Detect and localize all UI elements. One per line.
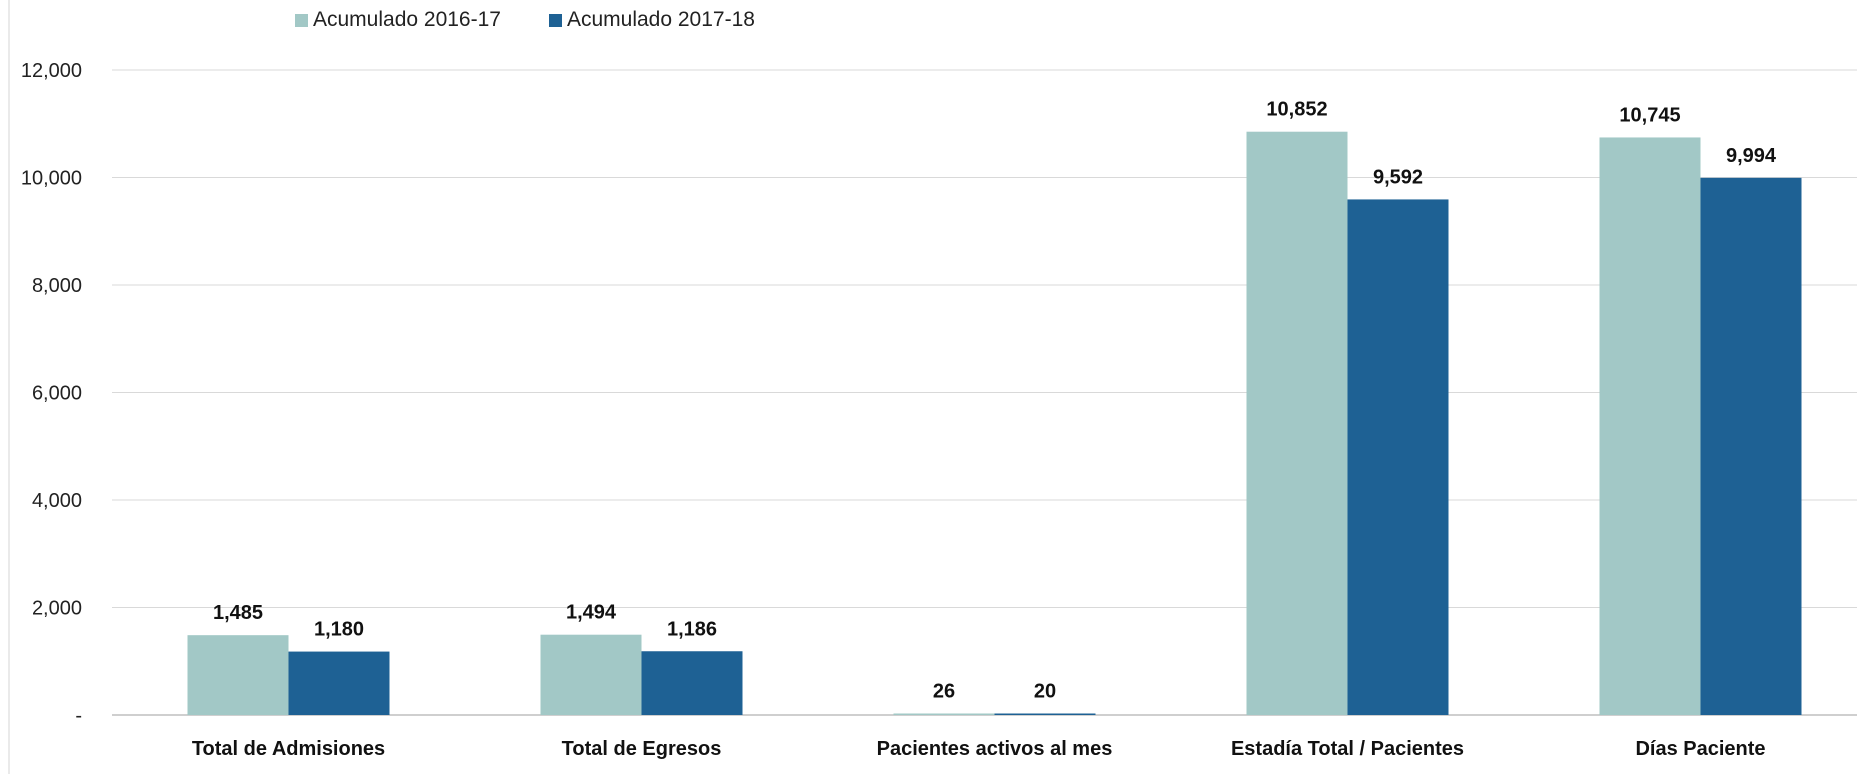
y-tick-label: 10,000 [21,168,82,190]
bar-2 [288,651,390,715]
legend-item-series-2: Acumulado 2017-18 [548,8,755,32]
bar-1 [1599,137,1701,716]
data-label: 9,994 [1726,145,1777,167]
bar-1 [540,634,642,715]
category-label: Total de Admisiones [192,738,385,760]
legend-swatch-series-2 [548,13,562,27]
chart-legend: Acumulado 2016-17 Acumulado 2017-18 [295,8,755,32]
y-tick-label: - [75,705,82,727]
category-label: Estadía Total / Pacientes [1231,738,1464,760]
legend-label-series-2: Acumulado 2017-18 [566,8,755,31]
data-label: 9,592 [1373,166,1423,188]
legend-swatch-series-1 [295,13,308,27]
data-label: 10,745 [1619,104,1680,126]
data-label: 26 [933,681,955,703]
bar-2 [994,713,1096,715]
data-label: 1,180 [314,619,364,641]
data-label: 1,186 [667,618,717,640]
legend-label-series-1: Acumulado 2016-17 [313,8,501,31]
y-tick-label: 8,000 [32,275,82,297]
data-labels: 1,485 1,180 1,494 1,186 26 20 10,852 9,592 10,74… [213,99,1777,703]
y-tick-label: 2,000 [32,598,82,620]
category-label: Días Paciente [1635,738,1765,760]
bar-2 [1700,177,1802,715]
x-axis-categories: Total de Admisiones Total de Egresos Pacie… [192,738,1766,760]
data-label: 10,852 [1266,99,1327,121]
y-tick-label: 6,000 [32,383,82,405]
data-label: 20 [1034,681,1056,703]
bars [187,131,1802,716]
legend-item-series-1: Acumulado 2016-17 [295,8,501,32]
y-tick-label: 12,000 [21,60,82,82]
gridlines [112,69,1857,716]
bar-2 [641,651,743,715]
y-axis-ticks: - 2,000 4,000 6,000 8,000 10,000 12,000 [21,60,82,727]
bar-2 [1347,199,1449,715]
category-label: Total de Egresos [562,738,722,760]
category-label: Pacientes activos al mes [877,738,1113,760]
bar-1 [893,713,995,715]
bar-1 [187,635,289,715]
y-tick-label: 4,000 [32,490,82,512]
bar-1 [1246,131,1348,715]
data-label: 1,494 [566,602,617,624]
data-label: 1,485 [213,602,263,624]
